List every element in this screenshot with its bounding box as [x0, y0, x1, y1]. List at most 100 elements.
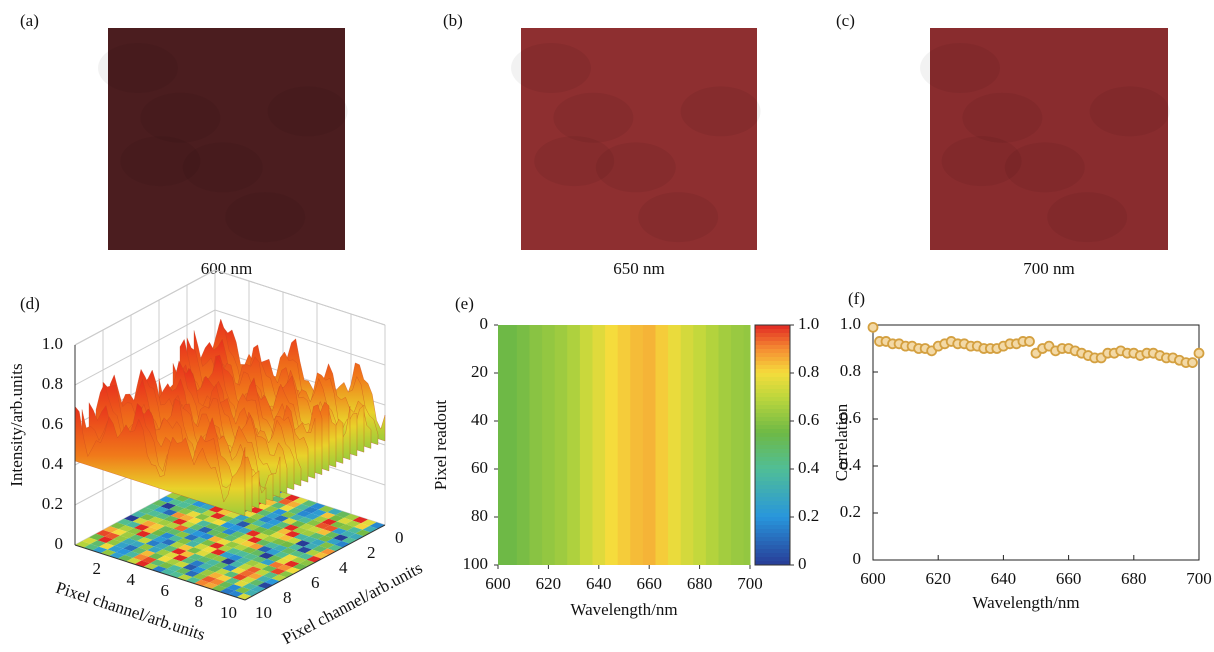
heat-band: [554, 325, 568, 565]
floor-map: [145, 503, 161, 511]
floor-map: [124, 551, 140, 558]
floor-map: [294, 504, 310, 511]
floor-map: [158, 562, 174, 569]
floor-map: [186, 511, 202, 518]
floor-map: [262, 535, 278, 543]
colorbar-slice: [755, 433, 790, 438]
floor-map: [254, 533, 270, 540]
floor-map: [327, 544, 343, 552]
floor-map: [345, 520, 361, 527]
floor-map: [310, 503, 326, 510]
y-tick-label: 8: [283, 588, 292, 607]
point: [1024, 336, 1035, 347]
floor-map: [182, 564, 198, 571]
colorbar-slice: [755, 505, 790, 510]
image-texture: [98, 43, 178, 93]
floor-map: [313, 516, 329, 523]
floor-map: [302, 536, 318, 543]
colorbar-slice: [755, 369, 790, 374]
floor-map: [234, 550, 250, 558]
floor-map: [156, 519, 172, 526]
floor-map: [258, 552, 274, 559]
floor-map: [176, 501, 192, 509]
x-tick-label: 700: [737, 574, 763, 593]
image-texture: [534, 136, 615, 187]
floor-map: [155, 549, 171, 556]
floor-map: [275, 558, 291, 565]
floor-map: [188, 553, 204, 561]
floor-map: [251, 556, 267, 563]
floor-map: [131, 511, 147, 518]
caption: 600 nm: [201, 259, 252, 278]
floor-map: [186, 547, 202, 554]
floor-map: [282, 554, 298, 561]
floor-map: [116, 548, 132, 555]
image-texture: [920, 43, 1000, 93]
floor-map: [172, 554, 188, 562]
floor-map: [228, 524, 244, 532]
point: [1193, 347, 1205, 359]
floor-map: [90, 540, 106, 547]
floor-map: [298, 553, 314, 560]
floor-map: [114, 542, 130, 549]
image-texture: [553, 92, 634, 143]
floor-map: [237, 527, 253, 534]
heat-band: [731, 325, 745, 565]
floor-map: [200, 539, 216, 547]
floor-map: [277, 498, 293, 505]
image-texture: [1089, 86, 1170, 137]
floor-map: [299, 559, 315, 567]
floor-map: [320, 548, 336, 555]
floor-map: [220, 558, 236, 565]
floor-map: [142, 527, 158, 534]
floor-map: [144, 533, 160, 540]
colorbar-slice: [755, 445, 790, 450]
colorbar-tick-label: 0.4: [798, 458, 820, 477]
colorbar-slice: [755, 325, 790, 330]
image: [930, 28, 1168, 250]
floor-map: [117, 518, 133, 526]
floor-map: [208, 572, 224, 579]
floor-map: [369, 522, 385, 529]
floor-map: [128, 534, 144, 541]
floor-map: [232, 574, 248, 581]
floor-map: [134, 524, 150, 531]
floor-map: [287, 507, 303, 515]
floor-map: [211, 519, 227, 526]
floor-map: [257, 582, 273, 589]
floor-map: [282, 518, 298, 525]
floor-map: [249, 579, 265, 586]
image-texture: [267, 86, 348, 137]
floor-map: [323, 525, 339, 532]
floor-map: [207, 536, 223, 543]
floor-map: [237, 563, 253, 571]
colorbar-slice: [755, 413, 790, 418]
image-texture: [511, 43, 591, 93]
y-tick-label: 0.2: [840, 502, 861, 521]
floor-map: [283, 524, 299, 531]
image-texture: [225, 192, 306, 243]
floor-map: [229, 561, 245, 568]
colorbar-slice: [755, 489, 790, 494]
floor-map: [209, 542, 225, 549]
floor-map: [281, 547, 297, 555]
floor-map: [321, 518, 337, 526]
floor-map: [297, 517, 313, 524]
floor-map: [178, 544, 194, 551]
floor-map: [338, 524, 354, 531]
floor-map: [246, 566, 262, 573]
floor-map: [254, 569, 270, 576]
floor-map: [271, 574, 287, 582]
floor-map: [227, 518, 243, 525]
floor-map: [268, 525, 284, 532]
grid-line: [214, 269, 386, 326]
floor-map: [244, 560, 260, 567]
floor-map: [247, 536, 263, 544]
floor-map: [131, 547, 147, 554]
floor-map: [241, 547, 257, 554]
y-tick-label: 2: [367, 543, 376, 562]
floor-map: [337, 517, 353, 525]
y-tick-label: 0.4: [840, 455, 862, 474]
floor-map: [235, 521, 251, 528]
heat-band: [592, 325, 606, 565]
